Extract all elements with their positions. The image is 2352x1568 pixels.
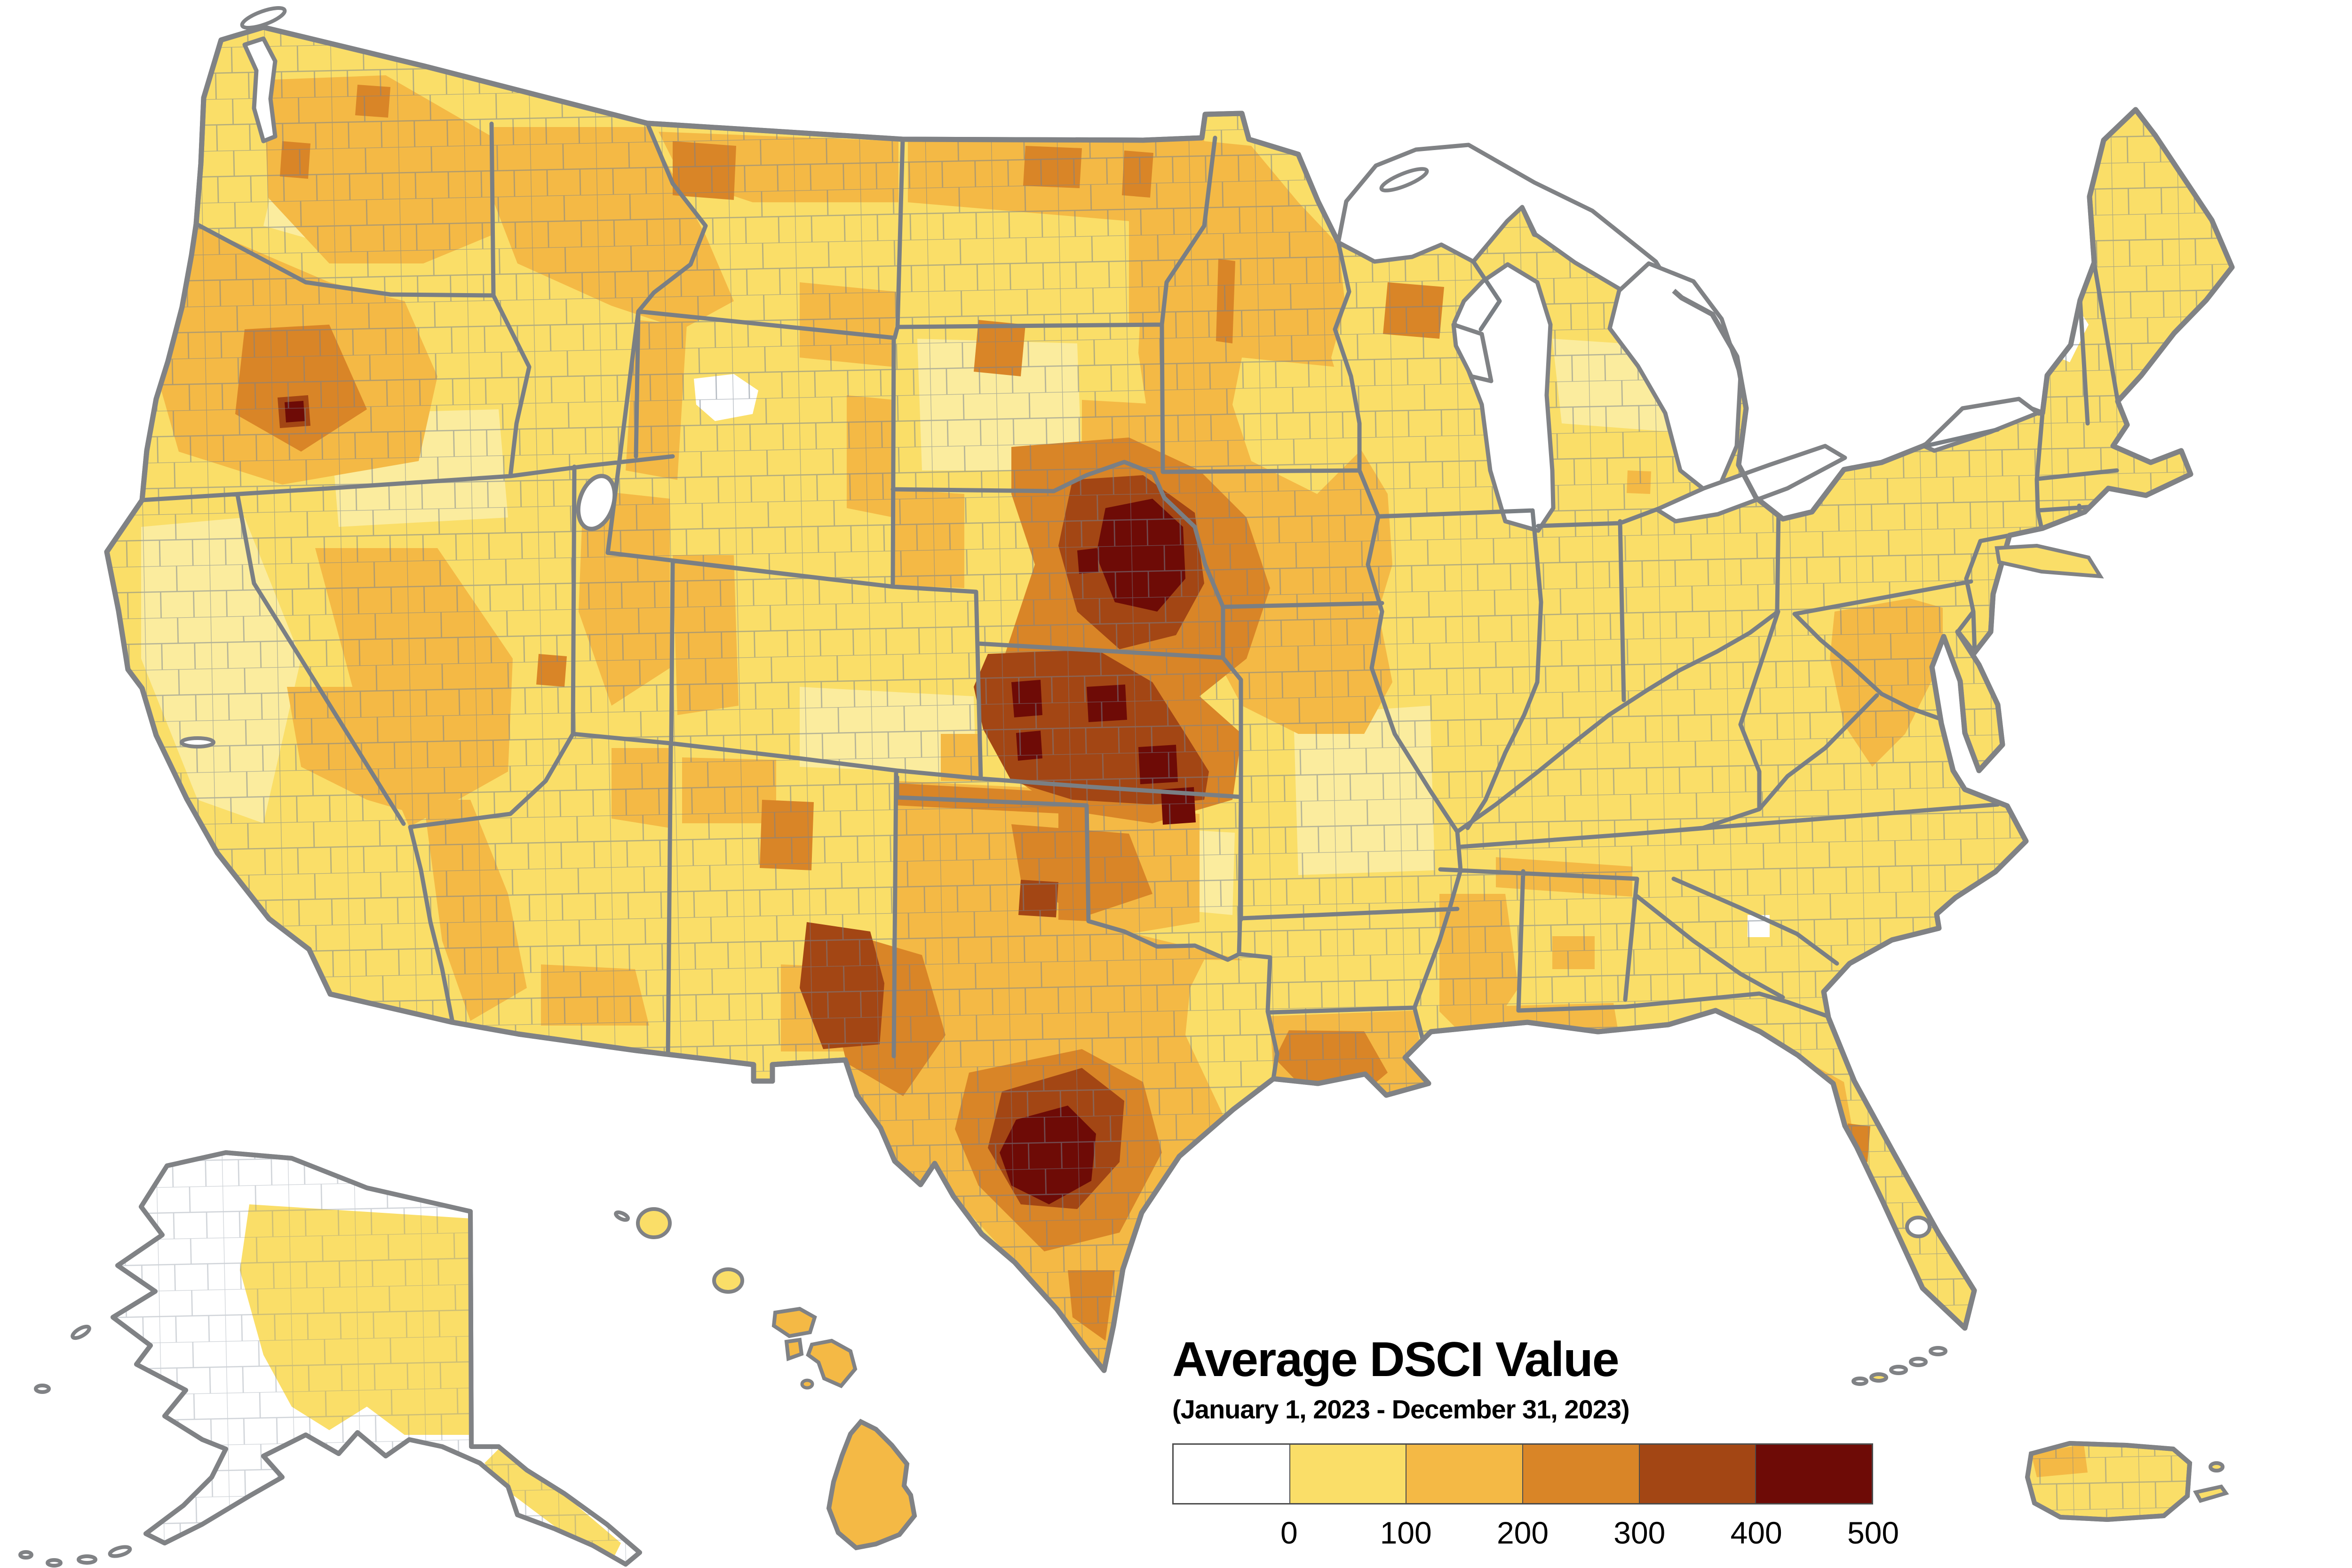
lake-okeechobee <box>1905 1216 1931 1238</box>
culebra <box>2209 1461 2225 1472</box>
legend-swatch-0 <box>1174 1445 1289 1504</box>
green-bay <box>1451 322 1494 383</box>
state-borders <box>140 121 2120 1081</box>
vieques <box>2193 1484 2229 1503</box>
bering-sea-island <box>636 1207 672 1239</box>
legend: Average DSCI Value (January 1, 2023 - De… <box>1172 1334 1934 1557</box>
coastal-islands <box>180 6 2104 1386</box>
legend-tick-labels: 0 100 200 300 400 500 <box>1172 1515 1899 1557</box>
molokai <box>784 1337 804 1361</box>
legend-tick-300: 300 <box>1613 1515 1666 1551</box>
long-island <box>1994 543 2104 579</box>
legend-tick-0: 0 <box>1280 1515 1298 1551</box>
legend-swatch-2 <box>1406 1445 1523 1504</box>
hawaii-inset <box>712 1267 917 1551</box>
legend-swatch-3 <box>1522 1445 1639 1504</box>
maui <box>806 1338 858 1388</box>
puerto-rico-inset <box>2025 1441 2229 1522</box>
lake-huron <box>1607 261 1743 500</box>
puget-sound <box>242 36 278 143</box>
hawaii-big-island <box>826 1418 917 1551</box>
alaska-kodiak-area <box>282 1456 315 1484</box>
florida-keys <box>1851 1346 1947 1386</box>
oahu <box>771 1306 817 1338</box>
legend-tick-400: 400 <box>1730 1515 1782 1551</box>
legend-swatch-4 <box>1638 1445 1756 1504</box>
channel-islands <box>180 736 215 748</box>
vancouver-island-fragment <box>240 6 287 30</box>
legend-tick-500: 500 <box>1847 1515 1899 1551</box>
alaska-outline <box>111 1150 642 1567</box>
kauai <box>712 1267 744 1294</box>
legend-tick-200: 200 <box>1496 1515 1549 1551</box>
legend-color-bar <box>1172 1443 1873 1505</box>
puerto-rico-outline <box>2025 1441 2193 1522</box>
alaska-inset <box>18 1150 672 1568</box>
legend-tick-100: 100 <box>1380 1515 1432 1551</box>
legend-swatch-1 <box>1289 1445 1406 1504</box>
kahoolawe <box>800 1378 814 1390</box>
alaska-islands <box>18 1207 672 1568</box>
legend-subtitle: (January 1, 2023 - December 31, 2023) <box>1172 1394 1630 1425</box>
legend-title: Average DSCI Value <box>1172 1332 1620 1387</box>
conus-coastline <box>104 24 2235 1373</box>
isle-royale <box>1379 167 1429 192</box>
legend-swatch-5 <box>1755 1445 1872 1504</box>
